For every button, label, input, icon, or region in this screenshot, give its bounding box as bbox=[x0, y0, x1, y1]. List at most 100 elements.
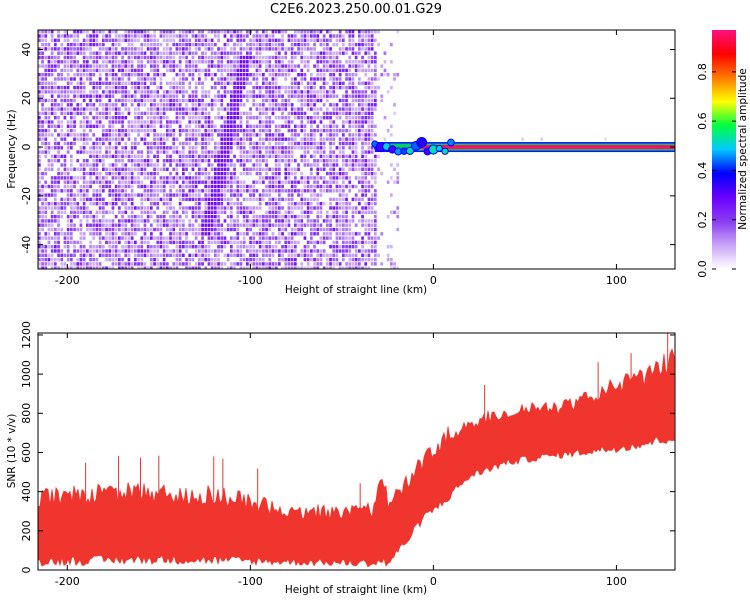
heatmap-cell bbox=[150, 176, 153, 180]
heatmap-cell bbox=[361, 55, 364, 60]
heatmap-cell bbox=[143, 262, 147, 266]
heatmap-cell bbox=[124, 141, 128, 146]
heatmap-cell bbox=[364, 167, 368, 171]
heatmap-cell bbox=[182, 116, 185, 120]
heatmap-cell bbox=[268, 55, 272, 60]
heatmap-cell bbox=[262, 103, 265, 107]
heatmap-cell bbox=[153, 167, 156, 171]
heatmap-cell bbox=[146, 219, 150, 223]
heatmap-cell bbox=[290, 232, 294, 236]
heatmap-cell bbox=[105, 128, 108, 133]
heatmap-cell bbox=[82, 111, 86, 116]
heatmap-cell bbox=[159, 98, 163, 103]
heatmap-cell bbox=[274, 103, 278, 107]
heatmap-cell bbox=[332, 51, 336, 55]
heatmap-cell bbox=[223, 219, 227, 223]
heatmap-cell bbox=[316, 214, 320, 219]
heatmap-cell bbox=[329, 146, 332, 150]
heatmap-cell bbox=[242, 38, 246, 42]
heatmap-cell bbox=[130, 30, 134, 34]
heatmap-cell bbox=[130, 266, 134, 269]
heatmap-cell bbox=[178, 60, 182, 64]
heatmap-cell bbox=[130, 240, 134, 245]
heatmap-cell bbox=[287, 150, 291, 154]
heatmap-cell bbox=[194, 171, 198, 176]
heatmap-cell bbox=[252, 116, 256, 120]
heatmap-cell bbox=[300, 38, 304, 42]
heatmap-cell bbox=[143, 34, 147, 38]
heatmap-cell bbox=[230, 193, 233, 197]
heatmap-cell bbox=[159, 77, 163, 81]
heatmap-cell bbox=[313, 197, 316, 202]
heatmap-cell bbox=[178, 81, 182, 85]
heatmap-cell bbox=[134, 167, 137, 171]
heatmap-cell bbox=[300, 68, 304, 73]
heatmap-cell bbox=[178, 30, 182, 34]
heatmap-cell bbox=[121, 236, 124, 240]
heatmap-cell bbox=[316, 202, 320, 206]
heatmap-cell bbox=[214, 262, 217, 266]
heatmap-cell bbox=[178, 124, 182, 128]
heatmap-cell bbox=[278, 47, 281, 51]
heatmap-cell bbox=[98, 98, 102, 103]
heatmap-cell bbox=[114, 227, 118, 232]
heatmap-cell bbox=[210, 64, 214, 68]
heatmap-cell bbox=[319, 214, 323, 219]
heatmap-cell bbox=[137, 154, 140, 159]
heatmap-cell bbox=[300, 47, 304, 51]
heatmap-cell bbox=[367, 38, 371, 42]
heatmap-cell bbox=[223, 184, 227, 189]
heatmap-cell bbox=[303, 257, 307, 262]
heatmap-cell bbox=[188, 266, 192, 269]
heatmap-cell bbox=[105, 223, 108, 227]
heatmap-cell bbox=[329, 85, 332, 90]
heatmap-cell bbox=[137, 77, 140, 81]
heatmap-cell bbox=[345, 176, 348, 180]
heatmap-cell bbox=[166, 245, 169, 249]
heatmap-cell bbox=[76, 47, 80, 51]
heatmap-cell bbox=[281, 38, 284, 42]
heatmap-cell bbox=[105, 257, 108, 262]
heatmap-cell bbox=[143, 42, 147, 47]
heatmap-cell bbox=[226, 154, 230, 159]
heatmap-cell bbox=[111, 94, 115, 98]
heatmap-cell bbox=[354, 245, 358, 249]
heatmap-cell bbox=[172, 128, 176, 133]
heatmap-cell bbox=[345, 111, 348, 116]
heatmap-cell bbox=[185, 154, 188, 159]
heatmap-cell bbox=[338, 98, 342, 103]
heatmap-cell bbox=[239, 253, 243, 257]
heatmap-cell bbox=[342, 253, 345, 257]
heatmap-cell bbox=[172, 30, 176, 34]
heatmap-cell bbox=[284, 159, 288, 163]
heatmap-cell bbox=[354, 167, 358, 171]
heatmap-cell bbox=[230, 214, 233, 219]
heatmap-cell bbox=[82, 146, 86, 150]
heatmap-cell bbox=[274, 51, 278, 55]
heatmap-cell bbox=[361, 68, 364, 73]
heatmap-cell bbox=[108, 180, 112, 184]
heatmap-cell bbox=[79, 176, 83, 180]
heatmap-cell bbox=[367, 81, 371, 85]
heatmap-cell bbox=[92, 167, 96, 171]
heatmap-cell bbox=[207, 47, 211, 51]
heatmap-cell bbox=[182, 240, 185, 245]
heatmap-cell bbox=[82, 163, 86, 167]
heatmap-cell bbox=[255, 51, 259, 55]
heatmap-cell bbox=[258, 146, 262, 150]
heatmap-cell bbox=[332, 68, 336, 73]
heatmap-cell bbox=[214, 103, 217, 107]
heatmap-cell bbox=[252, 73, 256, 77]
heatmap-cell bbox=[124, 249, 128, 253]
heatmap-cell bbox=[185, 128, 188, 133]
heatmap-cell bbox=[396, 73, 400, 77]
heatmap-cell bbox=[252, 128, 256, 133]
heatmap-cell bbox=[204, 184, 208, 189]
heatmap-cell bbox=[175, 146, 179, 150]
heatmap-cell bbox=[57, 47, 60, 51]
heatmap-cell bbox=[137, 103, 140, 107]
heatmap-cell bbox=[137, 55, 140, 60]
heatmap-cell bbox=[143, 236, 147, 240]
heatmap-cell bbox=[290, 60, 294, 64]
heatmap-cell bbox=[198, 77, 201, 81]
